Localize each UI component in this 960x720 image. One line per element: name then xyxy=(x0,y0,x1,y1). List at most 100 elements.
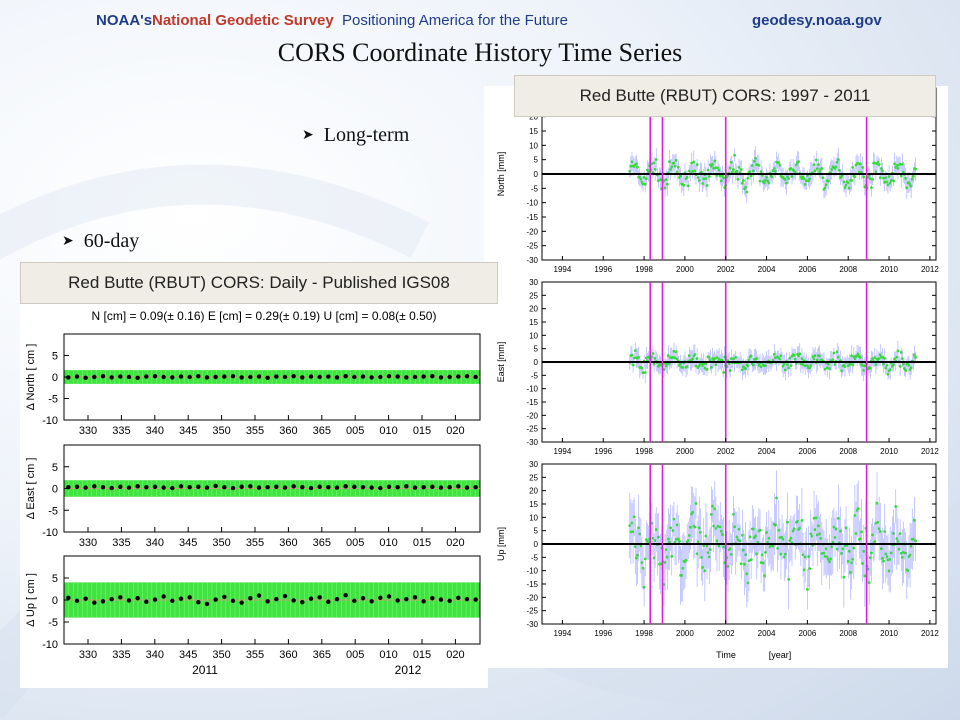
data-point xyxy=(876,160,880,164)
data-point xyxy=(691,169,695,173)
data-point xyxy=(282,485,288,490)
data-point xyxy=(644,356,648,360)
data-point xyxy=(783,552,787,556)
data-point xyxy=(665,555,669,559)
data-point xyxy=(851,363,855,367)
x-tick-label: 340 xyxy=(146,537,164,549)
data-point xyxy=(812,163,816,167)
x-tick-label: 2012 xyxy=(921,629,939,638)
bullet-60-day: ➤ 60-day xyxy=(62,230,139,253)
data-point xyxy=(840,551,844,555)
data-point xyxy=(343,592,348,598)
data-point xyxy=(833,363,837,366)
data-point xyxy=(722,370,725,374)
data-point xyxy=(718,174,722,178)
bullet-long-label: Long-term xyxy=(323,124,410,146)
data-point xyxy=(758,179,762,183)
data-point xyxy=(135,375,140,381)
data-point xyxy=(230,598,236,604)
data-point xyxy=(404,484,409,489)
y-tick-label: -5 xyxy=(531,371,539,380)
data-point xyxy=(711,162,714,166)
data-point xyxy=(692,160,696,164)
data-point xyxy=(300,484,305,490)
data-point xyxy=(812,357,816,361)
data-point xyxy=(800,519,804,522)
data-point xyxy=(842,575,846,579)
data-point xyxy=(447,374,452,380)
x-tick-label: 2010 xyxy=(880,629,898,638)
data-point xyxy=(282,374,288,380)
data-point xyxy=(870,186,873,190)
data-point xyxy=(866,567,870,571)
data-point xyxy=(744,553,748,557)
data-point xyxy=(667,537,670,541)
x-axis-label: Time xyxy=(716,650,736,660)
data-point xyxy=(713,159,717,163)
data-point xyxy=(668,540,671,544)
data-point xyxy=(464,596,470,602)
data-point xyxy=(693,169,697,173)
data-point xyxy=(676,165,680,169)
data-point xyxy=(654,158,658,161)
data-point xyxy=(187,374,192,380)
data-point xyxy=(765,531,769,534)
data-point xyxy=(641,371,645,375)
x-tick-label: 2008 xyxy=(839,265,857,274)
data-point xyxy=(898,162,902,166)
y-tick-label: -10 xyxy=(526,567,538,576)
data-point xyxy=(828,560,831,564)
data-point xyxy=(702,177,706,181)
data-point xyxy=(650,355,654,359)
data-point xyxy=(834,165,838,169)
data-point xyxy=(643,371,647,374)
data-point xyxy=(664,548,668,552)
data-point xyxy=(749,354,753,358)
data-point xyxy=(701,182,705,185)
data-point xyxy=(895,164,899,167)
data-point xyxy=(248,484,253,489)
data-point xyxy=(862,175,866,179)
data-point xyxy=(764,551,767,554)
data-point xyxy=(804,179,808,183)
data-point xyxy=(900,162,904,166)
data-point xyxy=(899,551,903,555)
data-point xyxy=(317,374,322,380)
data-point xyxy=(178,596,184,601)
data-point xyxy=(667,354,670,358)
data-point xyxy=(714,526,718,530)
y-tick-label: 5 xyxy=(534,527,539,536)
data-point xyxy=(862,549,866,553)
data-point xyxy=(853,175,857,179)
y-tick-label: 5 xyxy=(534,156,539,165)
data-point xyxy=(898,364,902,368)
data-point xyxy=(809,532,813,536)
data-point xyxy=(781,537,785,541)
data-point xyxy=(859,162,862,166)
data-point xyxy=(877,357,881,361)
data-point xyxy=(887,569,891,573)
data-point xyxy=(673,540,677,544)
data-point xyxy=(836,516,840,520)
data-point xyxy=(697,364,701,368)
x-tick-label: 340 xyxy=(146,425,164,437)
data-point xyxy=(884,552,888,556)
y-tick-label: 30 xyxy=(529,278,538,287)
data-point xyxy=(126,374,132,380)
data-point xyxy=(659,178,663,182)
data-point xyxy=(628,524,632,527)
data-point xyxy=(737,165,741,169)
data-point xyxy=(161,485,166,490)
x-tick-label: 2008 xyxy=(839,629,857,638)
data-point xyxy=(755,552,759,556)
data-point xyxy=(827,362,830,366)
x-tick-label: 330 xyxy=(79,537,97,549)
data-point xyxy=(92,484,97,489)
data-point xyxy=(914,539,917,543)
data-point xyxy=(712,524,716,528)
y-tick-label: 0 xyxy=(534,170,539,179)
data-point xyxy=(795,163,798,167)
x-tick-label: 010 xyxy=(379,537,397,549)
data-point xyxy=(152,597,158,602)
x-tick-label: 330 xyxy=(79,425,97,437)
